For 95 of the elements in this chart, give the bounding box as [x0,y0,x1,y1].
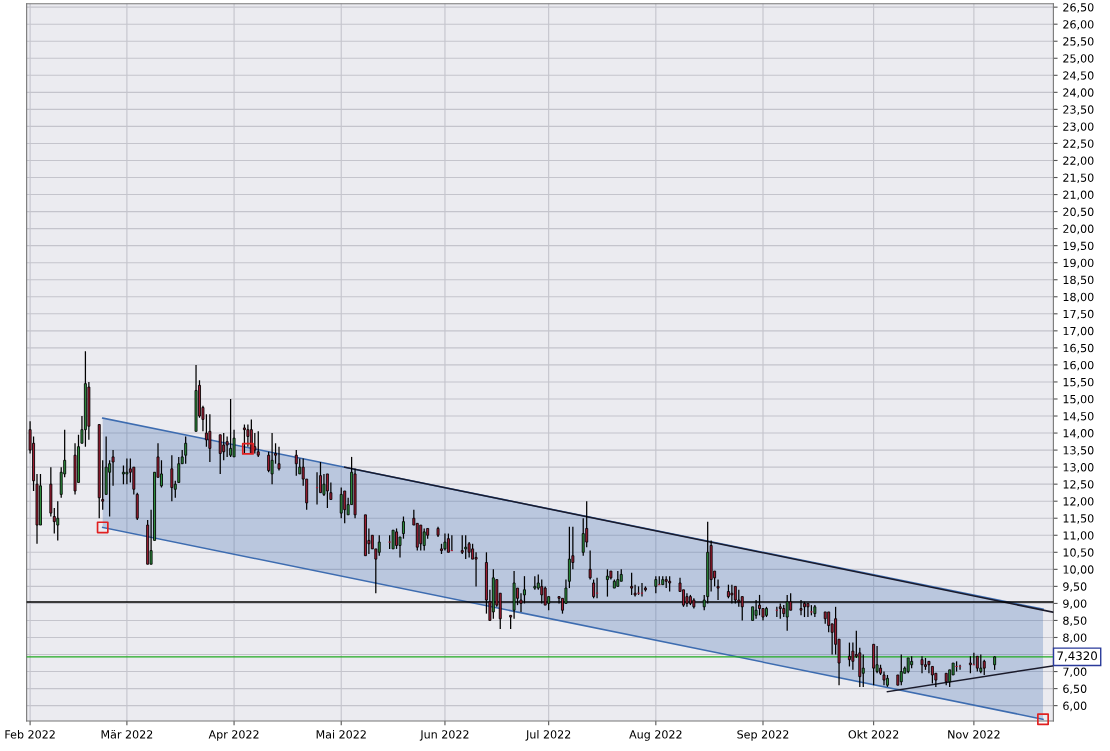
x-tick-label: Jun 2022 [419,730,469,741]
y-tick-label: 15,50 [1063,377,1094,388]
x-tick-label: Jul 2022 [525,729,571,741]
y-tick-label: 14,00 [1063,429,1094,439]
candlestick [242,423,246,455]
y-tick-label: 16,50 [1063,343,1094,354]
y-tick-label: 26,50 [1063,3,1094,13]
candlestick [135,492,139,521]
candlestick [121,464,125,485]
y-tick-label: 24,50 [1063,71,1094,81]
y-tick-label: 14,50 [1063,411,1094,422]
y-tick-label: 17,00 [1063,326,1094,337]
y-tick-label: 20,00 [1063,224,1094,235]
y-tick-label: 6,50 [1063,684,1087,695]
candlestick [630,572,634,596]
y-tick-label: 10,50 [1063,548,1094,558]
y-tick-label: 8,00 [1063,633,1087,643]
candlestick [605,568,609,598]
y-tick-label: 8,50 [1063,616,1087,626]
y-tick-label: 12,00 [1063,497,1094,507]
candlestick [872,643,876,686]
y-tick-label: 20,50 [1063,207,1094,218]
x-tick-label: Okt 2022 [848,729,899,739]
x-tick-label: Sep 2022 [737,730,789,741]
candlestick [474,551,478,588]
candlestick [415,522,419,552]
candlestick [363,514,367,557]
x-tick-label: Nov 2022 [948,730,1000,739]
y-tick-label: 10,00 [1063,565,1094,575]
candlestick [885,674,889,688]
y-tick-label: 22,50 [1063,139,1094,149]
candlestick [927,660,931,674]
candlestick [592,578,596,599]
candlestick [847,641,851,668]
y-tick-label: 24,00 [1063,88,1094,98]
y-tick-label: 19,50 [1063,241,1094,252]
candlestick [339,486,343,519]
x-tick-label: Aug 2022 [629,730,682,741]
candlestick [218,434,222,475]
y-tick-label: 17,50 [1063,309,1094,320]
candlestick [460,534,464,555]
y-tick-label: 12,50 [1063,480,1094,490]
y-tick-label: 13,50 [1063,446,1094,456]
y-tick-label: 25,00 [1063,54,1094,64]
candlestick [56,500,60,542]
y-tick-label: 23,00 [1063,122,1094,132]
y-tick-label: 18,00 [1063,292,1094,303]
point [1037,713,1050,726]
point [241,442,254,455]
candlestick [39,473,42,526]
candlestick [924,657,927,671]
candlestick [222,432,226,461]
candlestick [277,446,281,472]
y-tick-label: 21,00 [1063,190,1094,201]
y-tick-label: 21,50 [1063,173,1094,184]
candlestick [160,459,163,489]
candlestick [184,435,188,465]
candlestick [270,432,274,485]
y-tick-label: 22,00 [1063,156,1094,166]
y-tick-label: 7,00 [1063,667,1087,678]
candlestick [325,473,329,509]
y-tick-label: 25,50 [1063,37,1094,47]
y-tick-label: 11,50 [1063,514,1094,524]
y-tick-label: 13,00 [1063,463,1094,473]
candlestick [920,655,924,674]
x-tick-label: Feb 2022 [5,729,55,739]
candlestick [644,585,647,593]
y-tick-label: 15,00 [1063,394,1094,405]
candlestick [422,527,426,552]
y-tick-label: 9,50 [1063,582,1087,592]
y-tick-label: 18,50 [1063,275,1094,286]
candlestick [419,524,423,552]
y-tick-label: 19,00 [1063,258,1094,269]
point [96,521,109,534]
y-tick-label: 6,00 [1063,701,1087,712]
x-tick-label: Mai 2022 [316,729,366,739]
candlestick [377,534,381,557]
candlestick [765,606,768,618]
candlestick [208,413,212,463]
candlestick [125,457,129,485]
candlestick [588,549,592,581]
y-tick-label: 26,00 [1063,20,1094,30]
y-tick-label: 23,50 [1063,105,1094,115]
x-tick-label: Apr 2022 [208,730,259,741]
candlestick [827,611,831,633]
y-tick-label: 9,00 [1063,599,1087,609]
candlestick [294,449,298,477]
y-tick-label: 16,00 [1063,360,1094,371]
candlestick [229,398,233,458]
candlestick [861,653,865,688]
candlestick [395,527,398,550]
x-tick-label: Mär 2022 [101,730,153,739]
candlestick [256,430,260,458]
y-tick-label: 11,00 [1063,531,1094,541]
ref-line-label: 7,4320 [1057,651,1097,662]
